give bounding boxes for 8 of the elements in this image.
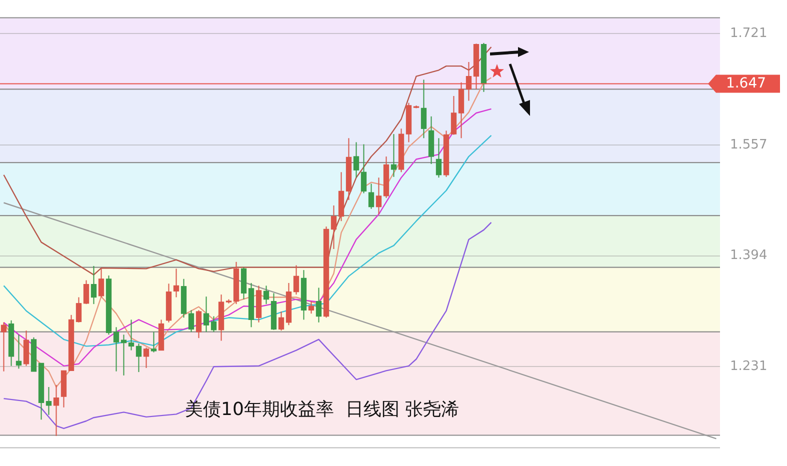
y-tick-label: 1.231: [730, 358, 768, 374]
y-tick-label: 1.394: [730, 248, 768, 264]
candlestick: [226, 298, 232, 304]
y-tick-label: 1.557: [730, 137, 768, 152]
candlestick: [413, 105, 420, 109]
ref-line-label: 1.647: [726, 75, 766, 92]
annotation: 美债10年期收益率 日线图 张尧浠: [185, 398, 460, 420]
y-tick-label: 1.721: [730, 26, 768, 41]
